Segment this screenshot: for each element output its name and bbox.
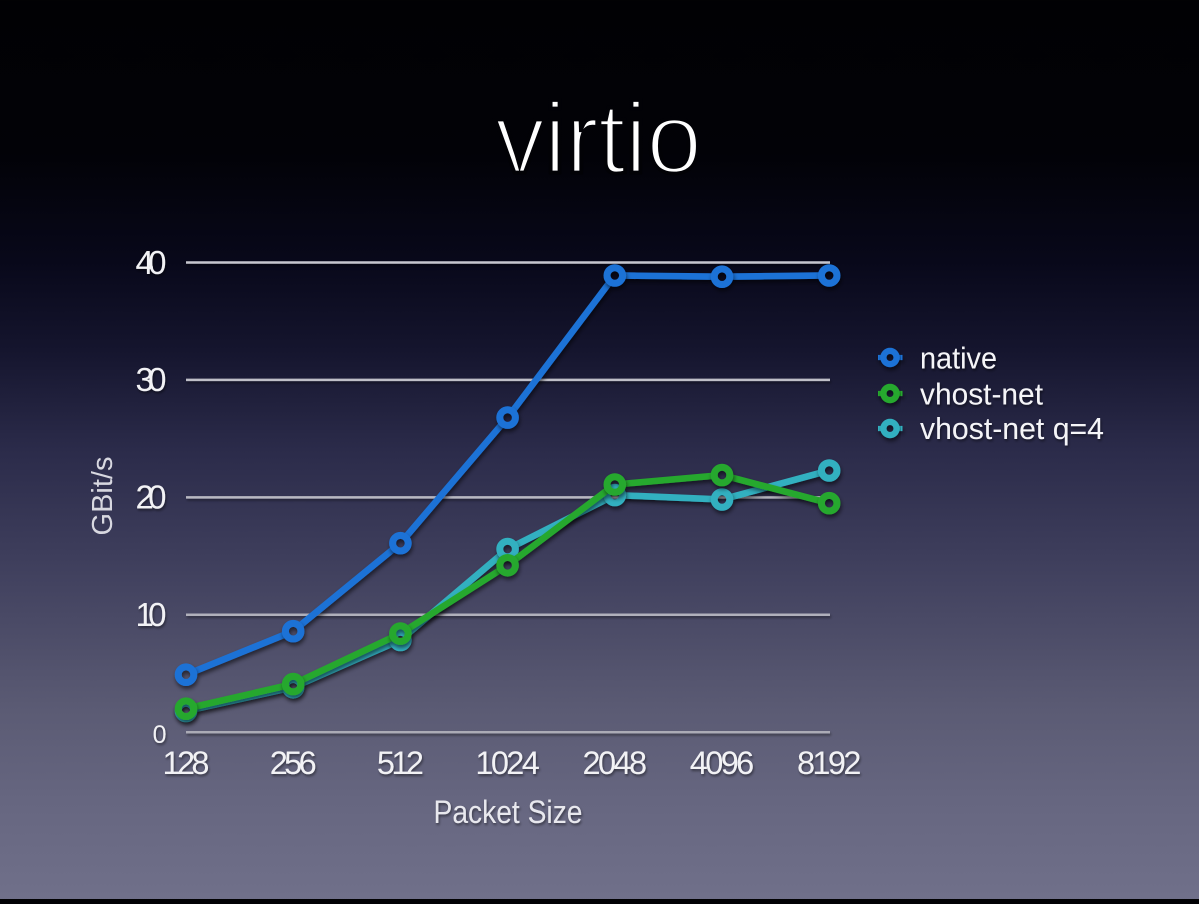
svg-text:256: 256 [270, 745, 317, 781]
svg-text:40: 40 [136, 244, 167, 281]
svg-text:128: 128 [163, 745, 210, 781]
svg-text:512: 512 [377, 745, 424, 781]
svg-text:20: 20 [136, 479, 167, 516]
svg-text:8192: 8192 [797, 745, 862, 781]
svg-text:4096: 4096 [690, 745, 755, 781]
svg-text:virtio: virtio [495, 83, 701, 195]
svg-text:2048: 2048 [583, 745, 648, 781]
svg-text:vhost-net: vhost-net [920, 376, 1043, 411]
svg-text:GBit/s: GBit/s [87, 457, 119, 536]
svg-text:native: native [920, 341, 997, 376]
svg-text:Packet Size: Packet Size [434, 794, 583, 830]
svg-text:10: 10 [136, 596, 167, 633]
svg-text:vhost-net q=4: vhost-net q=4 [920, 411, 1104, 446]
svg-text:0: 0 [153, 721, 167, 749]
svg-text:1024: 1024 [475, 745, 539, 781]
svg-text:30: 30 [136, 361, 167, 398]
